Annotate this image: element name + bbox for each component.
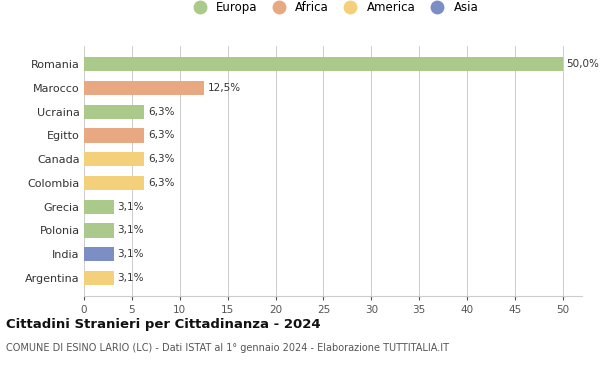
Bar	[84, 105, 145, 119]
Bar	[84, 152, 145, 166]
Bar	[84, 57, 563, 71]
Text: COMUNE DI ESINO LARIO (LC) - Dati ISTAT al 1° gennaio 2024 - Elaborazione TUTTIT: COMUNE DI ESINO LARIO (LC) - Dati ISTAT …	[6, 344, 449, 353]
Text: 3,1%: 3,1%	[118, 249, 144, 259]
Text: 50,0%: 50,0%	[566, 59, 599, 69]
Text: 3,1%: 3,1%	[118, 225, 144, 235]
Bar	[84, 271, 113, 285]
Bar	[84, 247, 113, 261]
Bar	[84, 223, 113, 238]
Legend: Europa, Africa, America, Asia: Europa, Africa, America, Asia	[183, 0, 483, 19]
Bar	[84, 200, 113, 214]
Text: 12,5%: 12,5%	[208, 83, 241, 93]
Bar	[84, 128, 145, 142]
Text: Cittadini Stranieri per Cittadinanza - 2024: Cittadini Stranieri per Cittadinanza - 2…	[6, 318, 320, 331]
Text: 6,3%: 6,3%	[148, 107, 175, 117]
Text: 6,3%: 6,3%	[148, 130, 175, 140]
Bar	[84, 176, 145, 190]
Bar	[84, 81, 204, 95]
Text: 3,1%: 3,1%	[118, 202, 144, 212]
Text: 3,1%: 3,1%	[118, 273, 144, 283]
Text: 6,3%: 6,3%	[148, 154, 175, 164]
Text: 6,3%: 6,3%	[148, 178, 175, 188]
